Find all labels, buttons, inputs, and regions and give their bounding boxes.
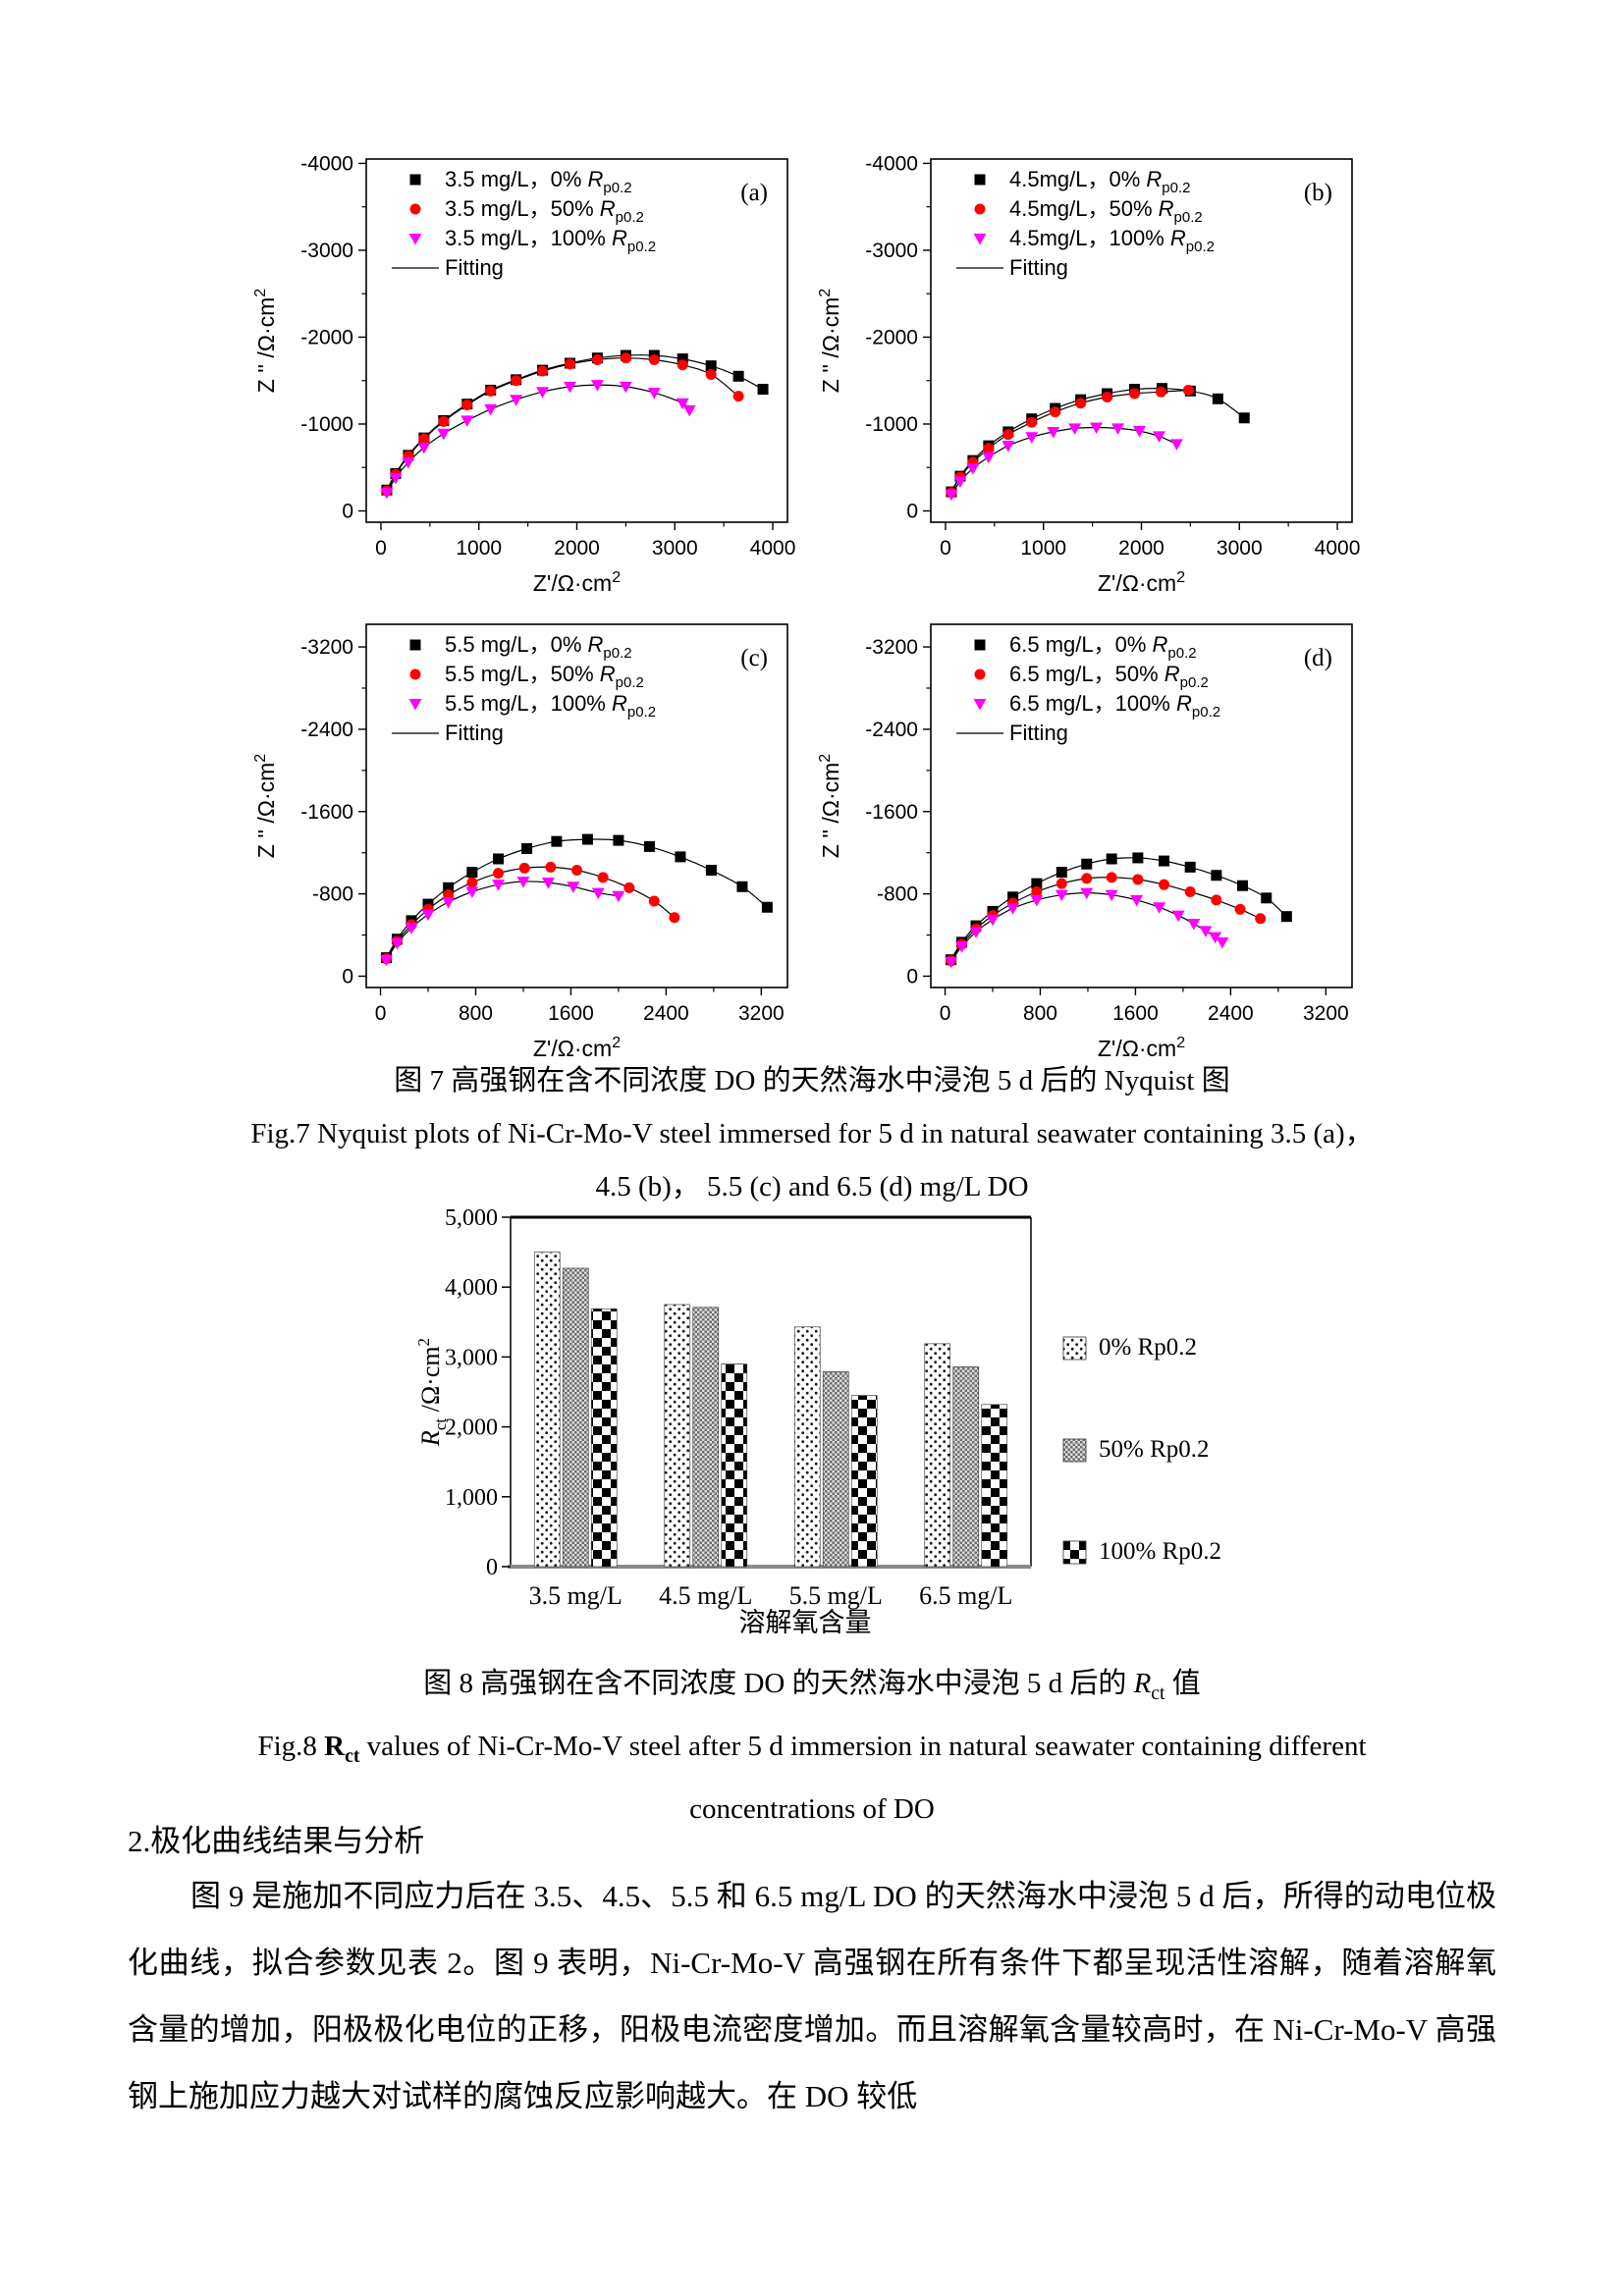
figure8-caption-en-line2: concentrations of DO — [689, 1792, 935, 1825]
svg-text:Z'/Ω·cm2: Z'/Ω·cm2 — [533, 1035, 621, 1061]
svg-text:0: 0 — [375, 537, 387, 560]
section-heading: 2.极化曲线结果与分析 — [128, 1824, 425, 1858]
svg-text:100% Rp0.2: 100% Rp0.2 — [1099, 1538, 1221, 1565]
svg-text:-3200: -3200 — [865, 636, 918, 659]
svg-text:4000: 4000 — [750, 537, 796, 560]
svg-text:-2000: -2000 — [865, 326, 918, 348]
nyquist-plot-b: 0 1000 2000 3000 4000 0 -1000 -2000 -3000 -4000 Z'… — [817, 152, 1361, 596]
svg-text:800: 800 — [459, 1002, 493, 1025]
svg-text:3.5 mg/L: 3.5 mg/L — [529, 1581, 623, 1610]
svg-text:5,000: 5,000 — [445, 1205, 498, 1231]
svg-text:-1600: -1600 — [300, 801, 353, 824]
svg-text:-3200: -3200 — [300, 636, 353, 659]
figure7-caption-en-line2: 4.5 (b)， 5.5 (c) and 6.5 (d) mg/L DO — [595, 1171, 1029, 1202]
svg-text:1600: 1600 — [1112, 1002, 1159, 1025]
svg-text:0: 0 — [375, 1002, 387, 1025]
svg-text:3000: 3000 — [652, 537, 698, 560]
svg-text:溶解氧含量: 溶解氧含量 — [739, 1608, 872, 1637]
svg-text:Z '' /Ω·cm2: Z '' /Ω·cm2 — [817, 754, 843, 859]
figure8-caption: 图 8 高强钢在含不同浓度 DO 的天然海水中浸泡 5 d 后的 Rct 值 F… — [0, 1657, 1624, 1836]
nyquist-plot-a: 0 1000 2000 3000 4000 0 -1000 -2000 -3000 -4000 Z'… — [252, 152, 796, 596]
svg-text:Z '' /Ω·cm2: Z '' /Ω·cm2 — [252, 754, 279, 859]
svg-text:0: 0 — [906, 500, 918, 522]
svg-text:4,000: 4,000 — [445, 1275, 498, 1301]
body-paragraph: 图 9 是施加不同应力后在 3.5、4.5、5.5 和 6.5 mg/L DO … — [128, 1879, 1496, 2113]
svg-text:Fitting: Fitting — [1009, 255, 1068, 280]
svg-text:0% Rp0.2: 0% Rp0.2 — [1099, 1334, 1197, 1361]
svg-text:3200: 3200 — [1303, 1002, 1349, 1025]
nyquist-plot-d: 0 800 1600 2400 3200 0 -800 -1600 -2400 -3200 Z'/Ω… — [817, 623, 1353, 1061]
svg-text:6.5 mg/L，50% Rp0.2: 6.5 mg/L，50% Rp0.2 — [1009, 662, 1209, 691]
svg-text:0: 0 — [940, 1002, 951, 1025]
svg-text:2000: 2000 — [554, 537, 600, 560]
svg-text:3.5 mg/L，0% Rp0.2: 3.5 mg/L，0% Rp0.2 — [445, 167, 632, 196]
nyquist-plot-c: 0 800 1600 2400 3200 0 -800 -1600 -2400 -3200 Z'/Ω… — [252, 623, 788, 1061]
svg-text:-800: -800 — [877, 883, 918, 906]
svg-text:Fitting: Fitting — [1009, 721, 1068, 745]
svg-text:-2000: -2000 — [300, 326, 353, 348]
figure8-caption-en-line1: Fig.8 Rct values of Ni-Cr-Mo-V steel aft… — [257, 1730, 1367, 1767]
svg-text:6.5 mg/L，0% Rp0.2: 6.5 mg/L，0% Rp0.2 — [1009, 632, 1197, 662]
svg-text:-1000: -1000 — [300, 413, 353, 436]
svg-text:-1000: -1000 — [865, 413, 918, 436]
svg-text:3.5 mg/L，50% Rp0.2: 3.5 mg/L，50% Rp0.2 — [445, 196, 644, 226]
svg-text:2,000: 2,000 — [445, 1415, 498, 1441]
svg-text:(c): (c) — [740, 645, 768, 671]
svg-text:Z'/Ω·cm2: Z'/Ω·cm2 — [1098, 1035, 1185, 1061]
svg-text:-3000: -3000 — [865, 240, 918, 262]
svg-text:1600: 1600 — [548, 1002, 594, 1025]
svg-text:Z'/Ω·cm2: Z'/Ω·cm2 — [1098, 569, 1185, 596]
svg-text:0: 0 — [906, 965, 918, 988]
svg-text:(a): (a) — [740, 180, 768, 206]
svg-text:Z'/Ω·cm2: Z'/Ω·cm2 — [533, 569, 621, 596]
svg-text:4.5 mg/L: 4.5 mg/L — [659, 1581, 752, 1610]
svg-text:800: 800 — [1023, 1002, 1057, 1025]
svg-text:(b): (b) — [1304, 180, 1332, 206]
svg-text:3,000: 3,000 — [445, 1345, 498, 1370]
svg-text:2000: 2000 — [1118, 537, 1164, 560]
svg-text:-1600: -1600 — [865, 801, 918, 824]
svg-text:-4000: -4000 — [865, 152, 918, 175]
svg-text:2400: 2400 — [643, 1002, 689, 1025]
svg-text:0: 0 — [342, 500, 353, 522]
svg-text:1,000: 1,000 — [445, 1485, 498, 1511]
svg-text:5.5 mg/L，100% Rp0.2: 5.5 mg/L，100% Rp0.2 — [445, 691, 656, 721]
svg-text:5.5 mg/L: 5.5 mg/L — [789, 1581, 883, 1610]
svg-text:6.5 mg/L: 6.5 mg/L — [919, 1581, 1012, 1610]
svg-text:Z '' /Ω·cm2: Z '' /Ω·cm2 — [817, 289, 843, 394]
svg-text:-2400: -2400 — [300, 719, 353, 741]
svg-text:6.5 mg/L，100% Rp0.2: 6.5 mg/L，100% Rp0.2 — [1009, 691, 1220, 721]
svg-text:3000: 3000 — [1217, 537, 1263, 560]
svg-text:4.5mg/L，100% Rp0.2: 4.5mg/L，100% Rp0.2 — [1009, 226, 1215, 255]
svg-text:0: 0 — [940, 537, 951, 560]
svg-text:4000: 4000 — [1315, 537, 1361, 560]
svg-text:3200: 3200 — [738, 1002, 785, 1025]
svg-text:Z '' /Ω·cm2: Z '' /Ω·cm2 — [252, 289, 279, 394]
svg-text:-4000: -4000 — [300, 152, 353, 175]
svg-text:3.5 mg/L，100% Rp0.2: 3.5 mg/L，100% Rp0.2 — [445, 226, 656, 255]
svg-text:4.5mg/L，0% Rp0.2: 4.5mg/L，0% Rp0.2 — [1009, 167, 1191, 196]
svg-text:(d): (d) — [1304, 645, 1332, 671]
svg-text:50% Rp0.2: 50% Rp0.2 — [1099, 1436, 1210, 1463]
svg-text:Rct /Ω·cm2: Rct /Ω·cm2 — [414, 1338, 450, 1447]
svg-text:Fitting: Fitting — [445, 255, 504, 280]
svg-text:5.5 mg/L，50% Rp0.2: 5.5 mg/L，50% Rp0.2 — [445, 662, 644, 691]
figure8-caption-zh: 图 8 高强钢在含不同浓度 DO 的天然海水中浸泡 5 d 后的 Rct 值 — [423, 1668, 1201, 1704]
svg-text:4.5mg/L，50% Rp0.2: 4.5mg/L，50% Rp0.2 — [1009, 196, 1203, 226]
svg-text:2400: 2400 — [1208, 1002, 1254, 1025]
svg-text:1000: 1000 — [456, 537, 502, 560]
rct-bar-chart: 0 1,000 2,000 3,000 4,000 5,000 3.5 mg/L 4.5 mg… — [414, 1205, 1221, 1637]
figure7-caption-en-line1: Fig.7 Nyquist plots of Ni-Cr-Mo-V steel … — [250, 1118, 1374, 1149]
svg-text:5.5 mg/L，0% Rp0.2: 5.5 mg/L，0% Rp0.2 — [445, 632, 632, 662]
svg-text:-800: -800 — [312, 883, 353, 906]
figure7-caption-zh: 图 7 高强钢在含不同浓度 DO 的天然海水中浸泡 5 d 后的 Nyquist… — [394, 1065, 1230, 1096]
svg-text:-2400: -2400 — [865, 719, 918, 741]
svg-text:1000: 1000 — [1020, 537, 1066, 560]
svg-text:0: 0 — [342, 965, 353, 988]
figure7-caption: 图 7 高强钢在含不同浓度 DO 的天然海水中浸泡 5 d 后的 Nyquist… — [0, 1054, 1624, 1213]
svg-text:0: 0 — [486, 1555, 498, 1580]
svg-text:-3000: -3000 — [300, 240, 353, 262]
svg-text:Fitting: Fitting — [445, 721, 504, 745]
